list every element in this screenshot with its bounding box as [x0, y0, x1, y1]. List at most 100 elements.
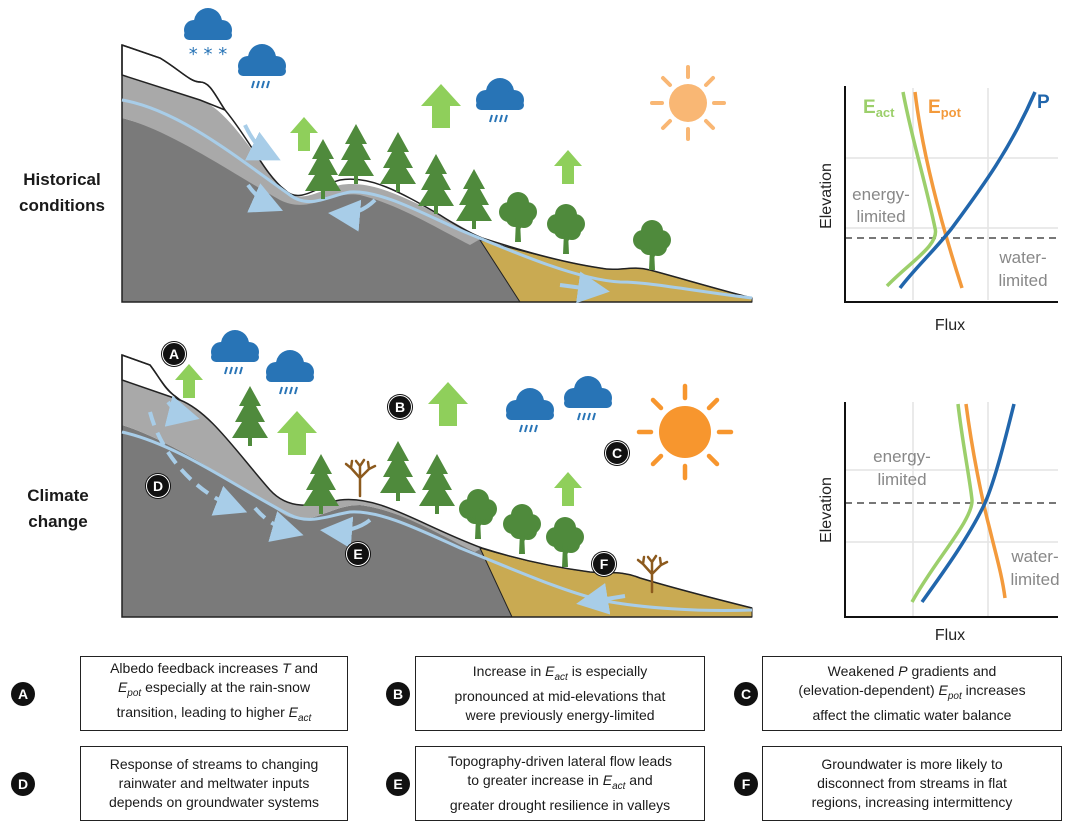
badge-a-legend: A: [11, 681, 35, 706]
callout-line: depends on groundwater systems: [108, 794, 320, 810]
e-pot-legend: Epot: [928, 97, 962, 120]
regolith: [122, 75, 482, 245]
callout-line: Response of streams to changing: [109, 756, 319, 772]
historical-label-line2: conditions: [19, 196, 105, 215]
callout-line: regions, increasing intermittency: [811, 794, 1013, 810]
deciduous-tree-icon: [546, 203, 586, 255]
flow-arrow: [559, 271, 610, 304]
groundwater-line: [121, 430, 753, 613]
flow-arrow: [320, 516, 372, 549]
conifer-tree-icon: [418, 154, 454, 214]
climate-change-label: Climate change: [0, 483, 128, 535]
callout-line: pronounced at mid-elevations that: [454, 687, 666, 704]
callout-line: Topography-driven lateral flow leads: [447, 753, 673, 770]
cloud-rain-icon: [238, 44, 286, 89]
up-arrow-icon: [554, 150, 582, 184]
cloud-rain-icon: [266, 350, 314, 395]
flow-arrow: [328, 198, 377, 232]
callout-line: affect the climatic water balance: [812, 706, 1012, 723]
badge-f-scene: F: [592, 552, 616, 576]
callout-line: Groundwater is more likely to: [821, 756, 1003, 772]
callout-line: transition, leading to higher Eact: [116, 704, 312, 724]
p-legend: P: [1037, 92, 1050, 113]
badge-a-scene: A: [162, 342, 186, 366]
climate-label-line1: Climate: [27, 486, 89, 505]
cloud-snow-icon: * * *: [184, 8, 232, 65]
callout-box-e: Topography-driven lateral flow leads to g…: [415, 746, 705, 821]
historical-label-line1: Historical: [23, 170, 101, 189]
callout-line: Epot especially at the rain-snow: [117, 679, 311, 699]
badge-d-legend: D: [11, 771, 35, 796]
e-act-legend: Eact: [863, 97, 895, 120]
deciduous-tree-icon: [502, 503, 542, 555]
callout-box-a: Albedo feedback increases T and Epot espe…: [80, 656, 348, 731]
callout-line: (elevation-dependent) Epot increases: [798, 682, 1026, 702]
up-arrow-icon: [175, 364, 203, 398]
callout-box-d: Response of streams to changing rainwater…: [80, 746, 348, 821]
deciduous-tree-icon: [458, 488, 498, 540]
badge-c-scene: C: [605, 441, 629, 465]
badge-e-scene: E: [346, 542, 370, 566]
energy-limited-line2: limited: [856, 207, 905, 226]
cloud-rain-icon: [476, 78, 524, 123]
callout-line: disconnect from streams in flat: [817, 775, 1007, 791]
up-arrow-icon: [428, 382, 468, 426]
badge-b-scene: B: [388, 395, 412, 419]
flow-arrow: [148, 411, 248, 516]
callout-line: Albedo feedback increases T and: [110, 660, 318, 677]
deciduous-tree-icon: [632, 219, 672, 271]
y-axis-label: Elevation: [818, 477, 835, 543]
precip-line: [898, 91, 1037, 290]
cloud-rain-icon: [564, 376, 612, 421]
badge-d-scene: D: [146, 474, 170, 498]
callout-box-b: Increase in Eact is especially pronounced…: [415, 656, 705, 731]
conifer-tree-icon: [338, 124, 374, 184]
energy-limited-line2: limited: [877, 470, 926, 489]
bedrock: [122, 425, 512, 617]
dead-tree-icon: [344, 458, 377, 498]
callout-line: Increase in Eact is especially: [472, 663, 648, 683]
energy-limited-line1: energy-: [873, 447, 931, 466]
badge-e-legend: E: [386, 771, 410, 796]
flow-arrow: [253, 506, 304, 542]
svg-text:* * *: * * *: [189, 44, 227, 65]
conifer-tree-icon: [380, 132, 416, 192]
sun-icon: [650, 65, 726, 141]
cloud-rain-icon: [506, 388, 554, 433]
climate-landscape: [121, 330, 753, 618]
water-limited-line1: water-: [1010, 547, 1058, 566]
flow-arrow: [576, 583, 626, 615]
precip-line: [920, 403, 1016, 604]
up-arrow-icon: [554, 472, 582, 506]
e-act-line: [910, 403, 974, 603]
callout-box-f: Groundwater is more likely to disconnect …: [762, 746, 1062, 821]
deciduous-tree-icon: [545, 516, 585, 568]
conifer-tree-icon: [380, 441, 416, 501]
historical-elevation-flux-chart: Eact Epot P energy- limited water- limit…: [818, 86, 1058, 334]
callout-box-c: Weakened P gradients and (elevation-depen…: [762, 656, 1062, 731]
e-pot-line: [913, 91, 964, 289]
historical-conditions-label: Historical conditions: [0, 167, 132, 219]
up-arrow-icon: [290, 117, 318, 151]
flow-arrow: [246, 183, 283, 213]
callout-line: to greater increase in Eact and: [467, 772, 653, 792]
badge-c-legend: C: [734, 681, 758, 706]
x-axis-label: Flux: [935, 317, 965, 334]
callout-line: were previously energy-limited: [465, 706, 655, 723]
x-axis-label: Flux: [935, 627, 965, 644]
cloud-rain-icon: [211, 330, 259, 375]
climate-elevation-flux-chart: energy- limited water- limited Elevation…: [818, 402, 1060, 644]
e-pot-line: [964, 403, 1007, 599]
groundwater-line: [121, 98, 753, 300]
callout-line: greater drought resilience in valleys: [449, 796, 671, 813]
callout-line: Weakened P gradients and: [827, 663, 997, 680]
water-limited-line2: limited: [998, 271, 1047, 290]
water-limited-line2: limited: [1010, 570, 1059, 589]
conifer-tree-icon: [456, 169, 492, 229]
flow-arrow: [164, 395, 200, 427]
e-act-line: [885, 91, 938, 288]
historical-landscape: * * *: [121, 8, 753, 304]
climate-label-line2: change: [28, 512, 88, 531]
conifer-tree-icon: [305, 139, 341, 199]
